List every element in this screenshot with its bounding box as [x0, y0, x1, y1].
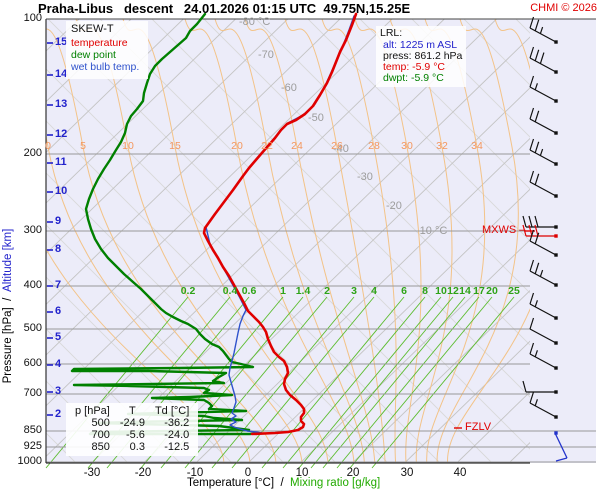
wind-barb [529, 317, 558, 345]
y-axis-pressure-label: Pressure [hPa] [2, 307, 14, 384]
sounding-value: 500 [91, 416, 110, 429]
wind-barb [554, 431, 568, 462]
y-axis-separator: / [2, 291, 14, 308]
temperature-curve [202, 12, 358, 436]
lrl-altitude: alt: 1225 m ASL [383, 39, 458, 51]
sounding-value: 700 [91, 428, 110, 441]
x-axis-title: Temperature [°C] / Mixing ratio [g/kg] [187, 477, 380, 490]
sounding-value: -36.2 [164, 416, 190, 429]
sounding-value: 850 [91, 440, 110, 453]
wind-barb [529, 229, 558, 257]
y-axis-title: Pressure [hPa] / Altitude [km] [2, 180, 15, 432]
col-pressure: p [hPa] [75, 405, 110, 417]
diagram-type-label: SKEW-T [71, 23, 114, 35]
wind-barb [522, 215, 558, 229]
sounding-value: -24.9 [119, 416, 145, 429]
sounding-table-row: 500 -24.9 -36.2 [70, 417, 194, 429]
x-axis-separator: / [274, 477, 291, 489]
sounding-value: -12.5 [164, 440, 190, 453]
wind-barb-column [522, 16, 568, 462]
wind-barb [529, 391, 558, 419]
lrl-temperature: temp: -5.9 °C [383, 61, 445, 73]
x-axis-temperature-label: Temperature [°C] [187, 477, 275, 489]
legend-box [66, 21, 148, 79]
lrl-pressure: press: 861.2 hPa [383, 50, 463, 62]
wind-barb [529, 107, 558, 135]
col-temp: T [129, 405, 136, 417]
sounding-value: 0.3 [129, 440, 145, 453]
legend-dew-point: dew point [71, 49, 116, 61]
lrl-box [376, 26, 466, 87]
sounding-table-row: 700 -5.6 -24.0 [70, 429, 194, 441]
legend-temperature: temperature [71, 37, 128, 49]
wind-barb [529, 46, 558, 74]
wind-barb [529, 16, 558, 44]
lrl-title: LRL: [380, 27, 403, 39]
y-axis-altitude-label: Altitude [km] [2, 228, 14, 292]
wind-barb [522, 380, 558, 394]
sounding-table: p [hPa] T Td [°C] 500 -24.9 -36.2 700 -5.6 -2… [66, 403, 199, 456]
freezing-level-marker-label: FZLV [465, 421, 492, 433]
col-dewpoint: Td [°C] [154, 405, 190, 417]
x-axis-mixing-label: Mixing ratio [g/kg] [290, 477, 381, 489]
wind-barb [529, 292, 558, 320]
sounding-table-row: 850 0.3 -12.5 [70, 441, 194, 453]
max-wind-marker-label: MXWS – [482, 224, 526, 236]
wind-barb [529, 75, 558, 103]
lrl-dewpoint: dwpt: -5.9 °C [383, 72, 444, 84]
wind-barb [529, 259, 558, 287]
wind-barb [529, 342, 558, 370]
wind-barb [529, 170, 558, 198]
legend-wet-bulb: wet bulb temp. [71, 61, 140, 73]
page-title: Praha-Libus descent 24.01.2026 01:15 UTC… [38, 1, 411, 16]
sounding-value: -5.6 [125, 428, 145, 441]
sounding-value: -24.0 [164, 428, 190, 441]
wind-barb [529, 138, 558, 166]
copyright-label: CHMI © 2026 [530, 2, 597, 14]
sounding-table-header: p [hPa] T Td [°C] [70, 405, 194, 417]
